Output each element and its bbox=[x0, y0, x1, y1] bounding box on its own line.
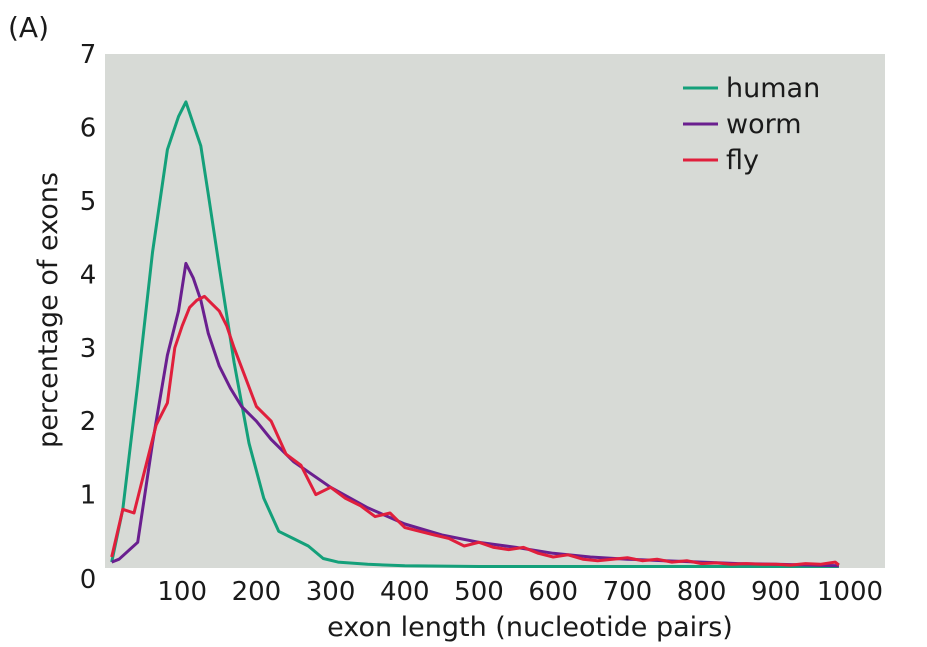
y-tick-label: 7 bbox=[80, 40, 97, 70]
x-tick-label: 1000 bbox=[817, 577, 883, 607]
y-tick-label: 5 bbox=[80, 187, 97, 217]
x-axis-ticks: 100 200 300 400 500 600 700 800 900 1000 bbox=[157, 577, 883, 607]
x-tick-label: 500 bbox=[454, 577, 504, 607]
x-tick-label: 300 bbox=[306, 577, 356, 607]
y-axis-title: percentage of exons bbox=[33, 172, 64, 448]
plot-area bbox=[105, 54, 885, 568]
series-line-human bbox=[110, 100, 839, 568]
x-tick-label: 700 bbox=[603, 577, 653, 607]
x-tick-label: 200 bbox=[232, 577, 282, 607]
y-tick-label: 3 bbox=[80, 334, 97, 364]
legend: human worm fly bbox=[683, 73, 820, 176]
y-tick-label: 4 bbox=[80, 260, 97, 290]
series-line-fly bbox=[110, 294, 840, 567]
x-tick-label: 400 bbox=[380, 577, 430, 607]
series-lines bbox=[110, 100, 840, 568]
y-axis-ticks: 1 2 3 4 5 6 7 bbox=[80, 40, 97, 510]
origin-tick-label: 0 bbox=[80, 565, 97, 595]
legend-label-worm: worm bbox=[726, 109, 802, 140]
legend-label-fly: fly bbox=[726, 145, 759, 176]
y-tick-label: 6 bbox=[80, 114, 97, 144]
panel-label: (A) bbox=[8, 11, 49, 44]
y-tick-label: 2 bbox=[80, 407, 97, 437]
x-axis-title: exon length (nucleotide pairs) bbox=[327, 612, 733, 643]
x-tick-label: 100 bbox=[157, 577, 207, 607]
x-tick-label: 800 bbox=[677, 577, 727, 607]
x-tick-label: 900 bbox=[751, 577, 801, 607]
x-tick-label: 600 bbox=[528, 577, 578, 607]
legend-label-human: human bbox=[726, 73, 820, 104]
y-tick-label: 1 bbox=[80, 481, 97, 511]
